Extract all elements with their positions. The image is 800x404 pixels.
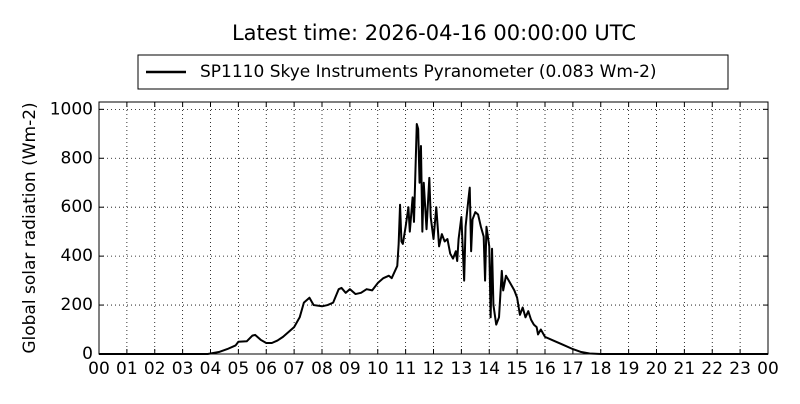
legend-box — [137, 54, 729, 90]
x-tick-label: 06 — [255, 359, 277, 379]
x-tick-label: 13 — [451, 359, 473, 379]
x-tick-label: 08 — [311, 359, 333, 379]
x-tick-label: 03 — [172, 359, 194, 379]
x-tick-label: 10 — [367, 359, 389, 379]
plot-frame — [98, 101, 769, 355]
x-tick-label: 01 — [116, 359, 138, 379]
y-axis-label: Global solar radiation (Wm-2) — [20, 102, 40, 353]
x-tick-label: 14 — [478, 359, 500, 379]
x-tick-label: 22 — [701, 359, 723, 379]
x-tick-label: 20 — [646, 359, 668, 379]
y-tick-label: 0 — [82, 344, 93, 364]
legend-label: SP1110 Skye Instruments Pyranometer (0.0… — [200, 62, 657, 82]
x-tick-label: 04 — [200, 359, 222, 379]
x-tick-label: 19 — [618, 359, 640, 379]
y-tick-label: 600 — [61, 197, 93, 217]
y-tick-label: 200 — [61, 295, 93, 315]
x-tick-label: 09 — [339, 359, 361, 379]
chart-title: Latest time: 2026-04-16 00:00:00 UTC — [232, 21, 636, 45]
x-tick-label: 16 — [534, 359, 556, 379]
x-tick-label: 00 — [757, 359, 779, 379]
x-tick-label: 15 — [506, 359, 528, 379]
x-tick-label: 12 — [423, 359, 445, 379]
x-tick-label: 18 — [590, 359, 612, 379]
y-tick-label: 1000 — [50, 99, 93, 119]
x-tick-label: 00 — [88, 359, 110, 379]
x-tick-label: 11 — [395, 359, 417, 379]
x-tick-label: 02 — [144, 359, 166, 379]
x-tick-label: 05 — [228, 359, 250, 379]
x-tick-label: 21 — [674, 359, 696, 379]
data-line — [99, 123, 768, 355]
x-tick-label: 23 — [729, 359, 751, 379]
y-tick-label: 400 — [61, 246, 93, 266]
x-tick-label: 07 — [283, 359, 305, 379]
y-tick-label: 800 — [61, 148, 93, 168]
x-tick-label: 17 — [562, 359, 584, 379]
